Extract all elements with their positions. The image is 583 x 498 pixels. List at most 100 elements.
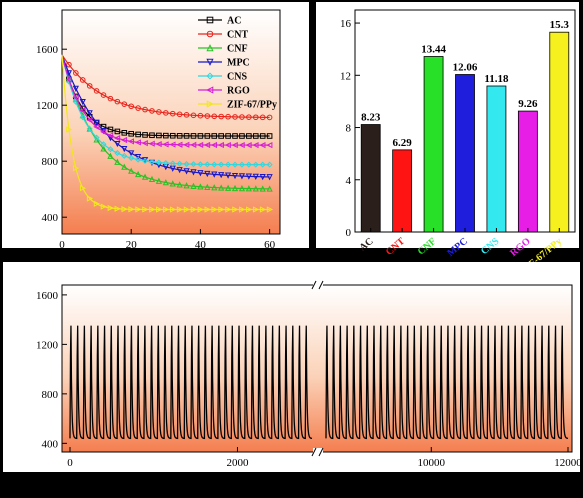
data-point — [239, 206, 246, 213]
data-point — [210, 141, 218, 149]
data-point — [266, 161, 273, 168]
data-point — [190, 141, 197, 149]
data-point — [162, 179, 169, 186]
data-point — [211, 113, 218, 120]
data-point — [190, 112, 197, 119]
data-point — [246, 133, 252, 139]
legend-label: ZIF-67/PPy — [227, 100, 277, 111]
data-point — [135, 206, 142, 213]
y-tick-label: 800 — [42, 389, 59, 401]
data-point — [169, 160, 176, 167]
data-point — [183, 168, 190, 175]
legend-item-rgo: RGO — [198, 86, 250, 97]
data-point — [128, 206, 135, 213]
data-point — [169, 206, 177, 213]
data-point — [128, 155, 135, 162]
data-point — [231, 184, 239, 192]
data-point — [224, 184, 232, 191]
data-point — [224, 172, 232, 179]
y-tick-label: 400 — [42, 438, 59, 450]
data-point — [113, 135, 121, 142]
data-point — [204, 206, 211, 213]
data-point — [79, 107, 86, 114]
data-point — [114, 128, 121, 135]
bar-rgo — [517, 110, 538, 233]
bar-value-label: 13.44 — [421, 43, 446, 55]
y-tick-label: 1600 — [36, 44, 59, 56]
bar-value-label: 15.3 — [550, 19, 570, 31]
x-tick-label: 12000 — [554, 457, 582, 469]
legend-label: CNF — [227, 44, 248, 55]
series-cns — [61, 54, 273, 168]
x-tick-label: 10000 — [418, 457, 446, 469]
legend-label: AC — [227, 16, 241, 27]
bar-value-label: 6.29 — [393, 137, 413, 149]
data-point — [142, 132, 148, 138]
data-point — [190, 182, 197, 189]
panel-cycle-test: 400 800 1200 1600 0 2000 10000 12000 — [3, 262, 582, 472]
data-point — [65, 78, 72, 85]
series-line-mpc — [61, 54, 270, 178]
y-tick-label: 1200 — [36, 100, 59, 112]
data-point — [114, 205, 121, 212]
legend-marker — [206, 72, 214, 80]
data-point — [183, 133, 190, 139]
data-point — [121, 205, 128, 213]
data-point — [100, 145, 107, 152]
y-tick-label: 4 — [346, 175, 352, 187]
legend-label: CNT — [227, 30, 248, 41]
data-point — [238, 161, 245, 168]
bar-mpc — [455, 74, 475, 233]
data-point — [246, 114, 252, 120]
data-point — [86, 83, 93, 89]
data-point — [72, 85, 79, 92]
data-point — [128, 150, 135, 157]
legend-marker — [206, 44, 214, 52]
series-line-cns — [61, 54, 270, 166]
data-point — [93, 136, 100, 143]
data-point — [204, 133, 211, 139]
data-point — [224, 141, 231, 149]
data-point — [155, 140, 162, 148]
data-point — [156, 132, 162, 139]
data-point — [252, 141, 259, 149]
data-point — [259, 161, 266, 168]
bar-cnf — [423, 56, 444, 233]
legend-marker — [206, 100, 214, 108]
data-point — [162, 164, 169, 171]
data-point — [252, 114, 259, 121]
data-point — [79, 98, 86, 106]
data-point — [128, 103, 135, 110]
data-point — [204, 113, 211, 119]
x-tick-label: 20 — [126, 239, 138, 251]
data-point — [135, 156, 142, 163]
y-tick-label: 400 — [42, 212, 59, 224]
series-line-cnt — [61, 54, 270, 119]
data-point — [121, 130, 128, 136]
data-point — [100, 203, 107, 210]
bar-value-label: 9.26 — [518, 98, 538, 110]
data-point — [259, 206, 267, 213]
data-point — [121, 163, 128, 170]
data-point — [169, 180, 176, 187]
data-point — [169, 141, 176, 148]
y-tick-label: 16 — [340, 18, 352, 30]
data-point — [163, 132, 169, 139]
data-point — [239, 133, 245, 139]
legend-label: MPC — [227, 58, 250, 69]
bar-value-label: 11.18 — [484, 73, 509, 85]
data-point — [149, 108, 155, 114]
data-point — [183, 141, 190, 148]
data-point — [232, 206, 239, 213]
data-point — [86, 125, 93, 132]
series-line-rgo — [61, 54, 270, 146]
data-point — [245, 173, 252, 180]
data-point — [190, 206, 197, 213]
data-point — [66, 126, 73, 133]
data-point — [231, 141, 238, 149]
series-cnt — [61, 54, 273, 121]
data-point — [107, 152, 114, 159]
axis-break-mark — [318, 280, 324, 290]
data-point — [183, 182, 190, 189]
